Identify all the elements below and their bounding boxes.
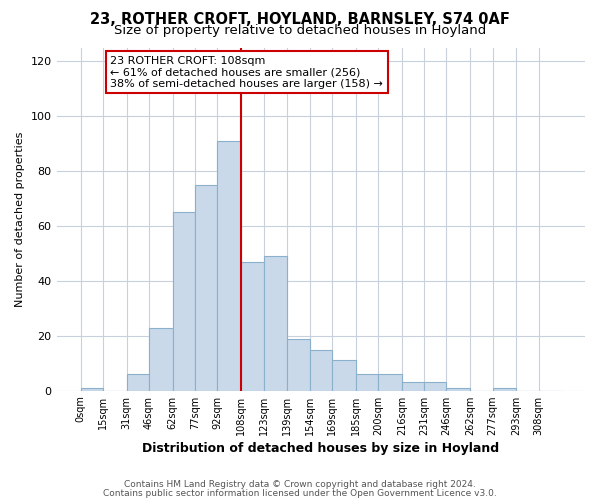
Bar (332, 360, 356, 390)
Text: 23 ROTHER CROFT: 108sqm
← 61% of detached houses are smaller (256)
38% of semi-d: 23 ROTHER CROFT: 108sqm ← 61% of detache… (110, 56, 383, 89)
Bar (402, 382, 424, 390)
X-axis label: Distribution of detached houses by size in Hoyland: Distribution of detached houses by size … (142, 442, 499, 455)
Bar (127, 374, 149, 390)
Bar (310, 350, 332, 391)
Text: Contains HM Land Registry data © Crown copyright and database right 2024.: Contains HM Land Registry data © Crown c… (124, 480, 476, 489)
Bar (263, 256, 287, 390)
Text: Contains public sector information licensed under the Open Government Licence v3: Contains public sector information licen… (103, 489, 497, 498)
Bar (424, 382, 446, 390)
Bar (378, 374, 402, 390)
Bar (195, 185, 217, 390)
Bar (217, 141, 241, 390)
Bar (287, 338, 310, 390)
Bar (446, 388, 470, 390)
Bar (80, 388, 103, 390)
Text: Size of property relative to detached houses in Hoyland: Size of property relative to detached ho… (114, 24, 486, 37)
Bar (356, 374, 378, 390)
Bar (493, 388, 517, 390)
Y-axis label: Number of detached properties: Number of detached properties (15, 132, 25, 307)
Bar (149, 328, 173, 390)
Bar (173, 212, 195, 390)
Bar (241, 262, 263, 390)
Text: 23, ROTHER CROFT, HOYLAND, BARNSLEY, S74 0AF: 23, ROTHER CROFT, HOYLAND, BARNSLEY, S74… (90, 12, 510, 28)
